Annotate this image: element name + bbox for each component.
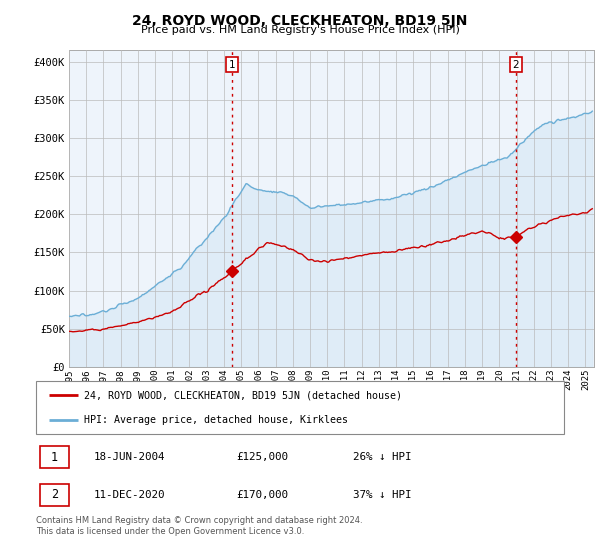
Text: HPI: Average price, detached house, Kirklees: HPI: Average price, detached house, Kirk… bbox=[83, 414, 347, 424]
Text: 24, ROYD WOOD, CLECKHEATON, BD19 5JN (detached house): 24, ROYD WOOD, CLECKHEATON, BD19 5JN (de… bbox=[83, 390, 401, 400]
Text: 18-JUN-2004: 18-JUN-2004 bbox=[94, 452, 166, 462]
Text: 1: 1 bbox=[51, 451, 58, 464]
FancyBboxPatch shape bbox=[36, 381, 564, 434]
Text: 2: 2 bbox=[51, 488, 58, 501]
Text: £125,000: £125,000 bbox=[236, 452, 289, 462]
FancyBboxPatch shape bbox=[40, 484, 69, 506]
Text: £170,000: £170,000 bbox=[236, 490, 289, 500]
Text: 1: 1 bbox=[229, 60, 235, 70]
Text: 24, ROYD WOOD, CLECKHEATON, BD19 5JN: 24, ROYD WOOD, CLECKHEATON, BD19 5JN bbox=[133, 14, 467, 28]
FancyBboxPatch shape bbox=[40, 446, 69, 468]
Text: 2: 2 bbox=[512, 60, 519, 70]
Text: 37% ↓ HPI: 37% ↓ HPI bbox=[353, 490, 412, 500]
Text: Price paid vs. HM Land Registry's House Price Index (HPI): Price paid vs. HM Land Registry's House … bbox=[140, 25, 460, 35]
Text: 26% ↓ HPI: 26% ↓ HPI bbox=[353, 452, 412, 462]
Text: 11-DEC-2020: 11-DEC-2020 bbox=[94, 490, 166, 500]
Text: Contains HM Land Registry data © Crown copyright and database right 2024.
This d: Contains HM Land Registry data © Crown c… bbox=[36, 516, 362, 536]
